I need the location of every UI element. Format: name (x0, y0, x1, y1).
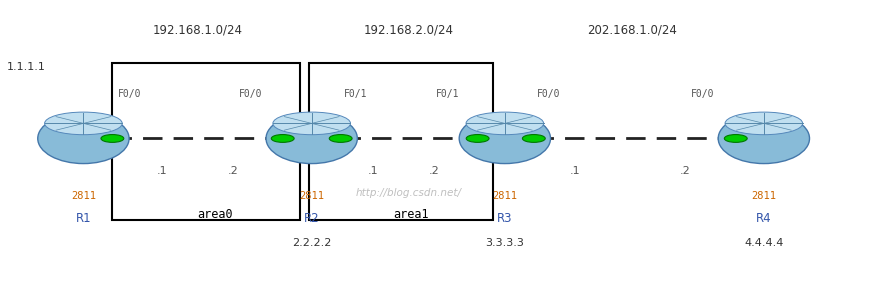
Ellipse shape (273, 112, 350, 135)
Text: R4: R4 (755, 212, 771, 225)
Text: F0/1: F0/1 (436, 89, 459, 99)
Text: F0/1: F0/1 (344, 89, 367, 99)
Ellipse shape (466, 112, 543, 135)
Circle shape (329, 135, 352, 142)
Bar (112, 63, 300, 220)
Text: 192.168.1.0/24: 192.168.1.0/24 (153, 23, 242, 37)
Ellipse shape (38, 113, 129, 163)
Text: 2811: 2811 (299, 191, 324, 201)
Text: .1: .1 (367, 166, 378, 175)
Ellipse shape (459, 113, 550, 163)
Text: 2.2.2.2: 2.2.2.2 (292, 238, 331, 248)
Circle shape (724, 135, 746, 142)
Ellipse shape (717, 113, 809, 163)
Text: R1: R1 (75, 212, 91, 225)
Text: R3: R3 (496, 212, 512, 225)
Text: 2811: 2811 (751, 191, 775, 201)
Text: F0/0: F0/0 (118, 89, 141, 99)
Text: 4.4.4.4: 4.4.4.4 (744, 238, 782, 248)
Text: 3.3.3.3: 3.3.3.3 (485, 238, 524, 248)
Ellipse shape (266, 113, 357, 163)
Text: 192.168.2.0/24: 192.168.2.0/24 (363, 23, 453, 37)
Text: .1: .1 (569, 166, 580, 175)
Circle shape (101, 135, 124, 142)
Text: http://blog.csdn.net/: http://blog.csdn.net/ (355, 188, 460, 198)
Text: F0/0: F0/0 (537, 89, 560, 99)
Text: F0/0: F0/0 (239, 89, 261, 99)
Text: area0: area0 (197, 208, 232, 221)
Text: .1: .1 (157, 166, 168, 175)
Ellipse shape (45, 112, 122, 135)
Text: 2811: 2811 (492, 191, 517, 201)
Text: R2: R2 (303, 212, 319, 225)
Circle shape (522, 135, 545, 142)
Text: .2: .2 (429, 166, 439, 175)
Text: 202.168.1.0/24: 202.168.1.0/24 (587, 23, 676, 37)
Text: 1.1.1.1: 1.1.1.1 (7, 62, 46, 72)
Circle shape (271, 135, 294, 142)
Text: F0/0: F0/0 (690, 89, 713, 99)
Text: area1: area1 (393, 208, 428, 221)
Bar (309, 63, 493, 220)
Ellipse shape (724, 112, 802, 135)
Text: 2811: 2811 (71, 191, 96, 201)
Circle shape (466, 135, 488, 142)
Text: .2: .2 (679, 166, 689, 175)
Text: .2: .2 (227, 166, 238, 175)
